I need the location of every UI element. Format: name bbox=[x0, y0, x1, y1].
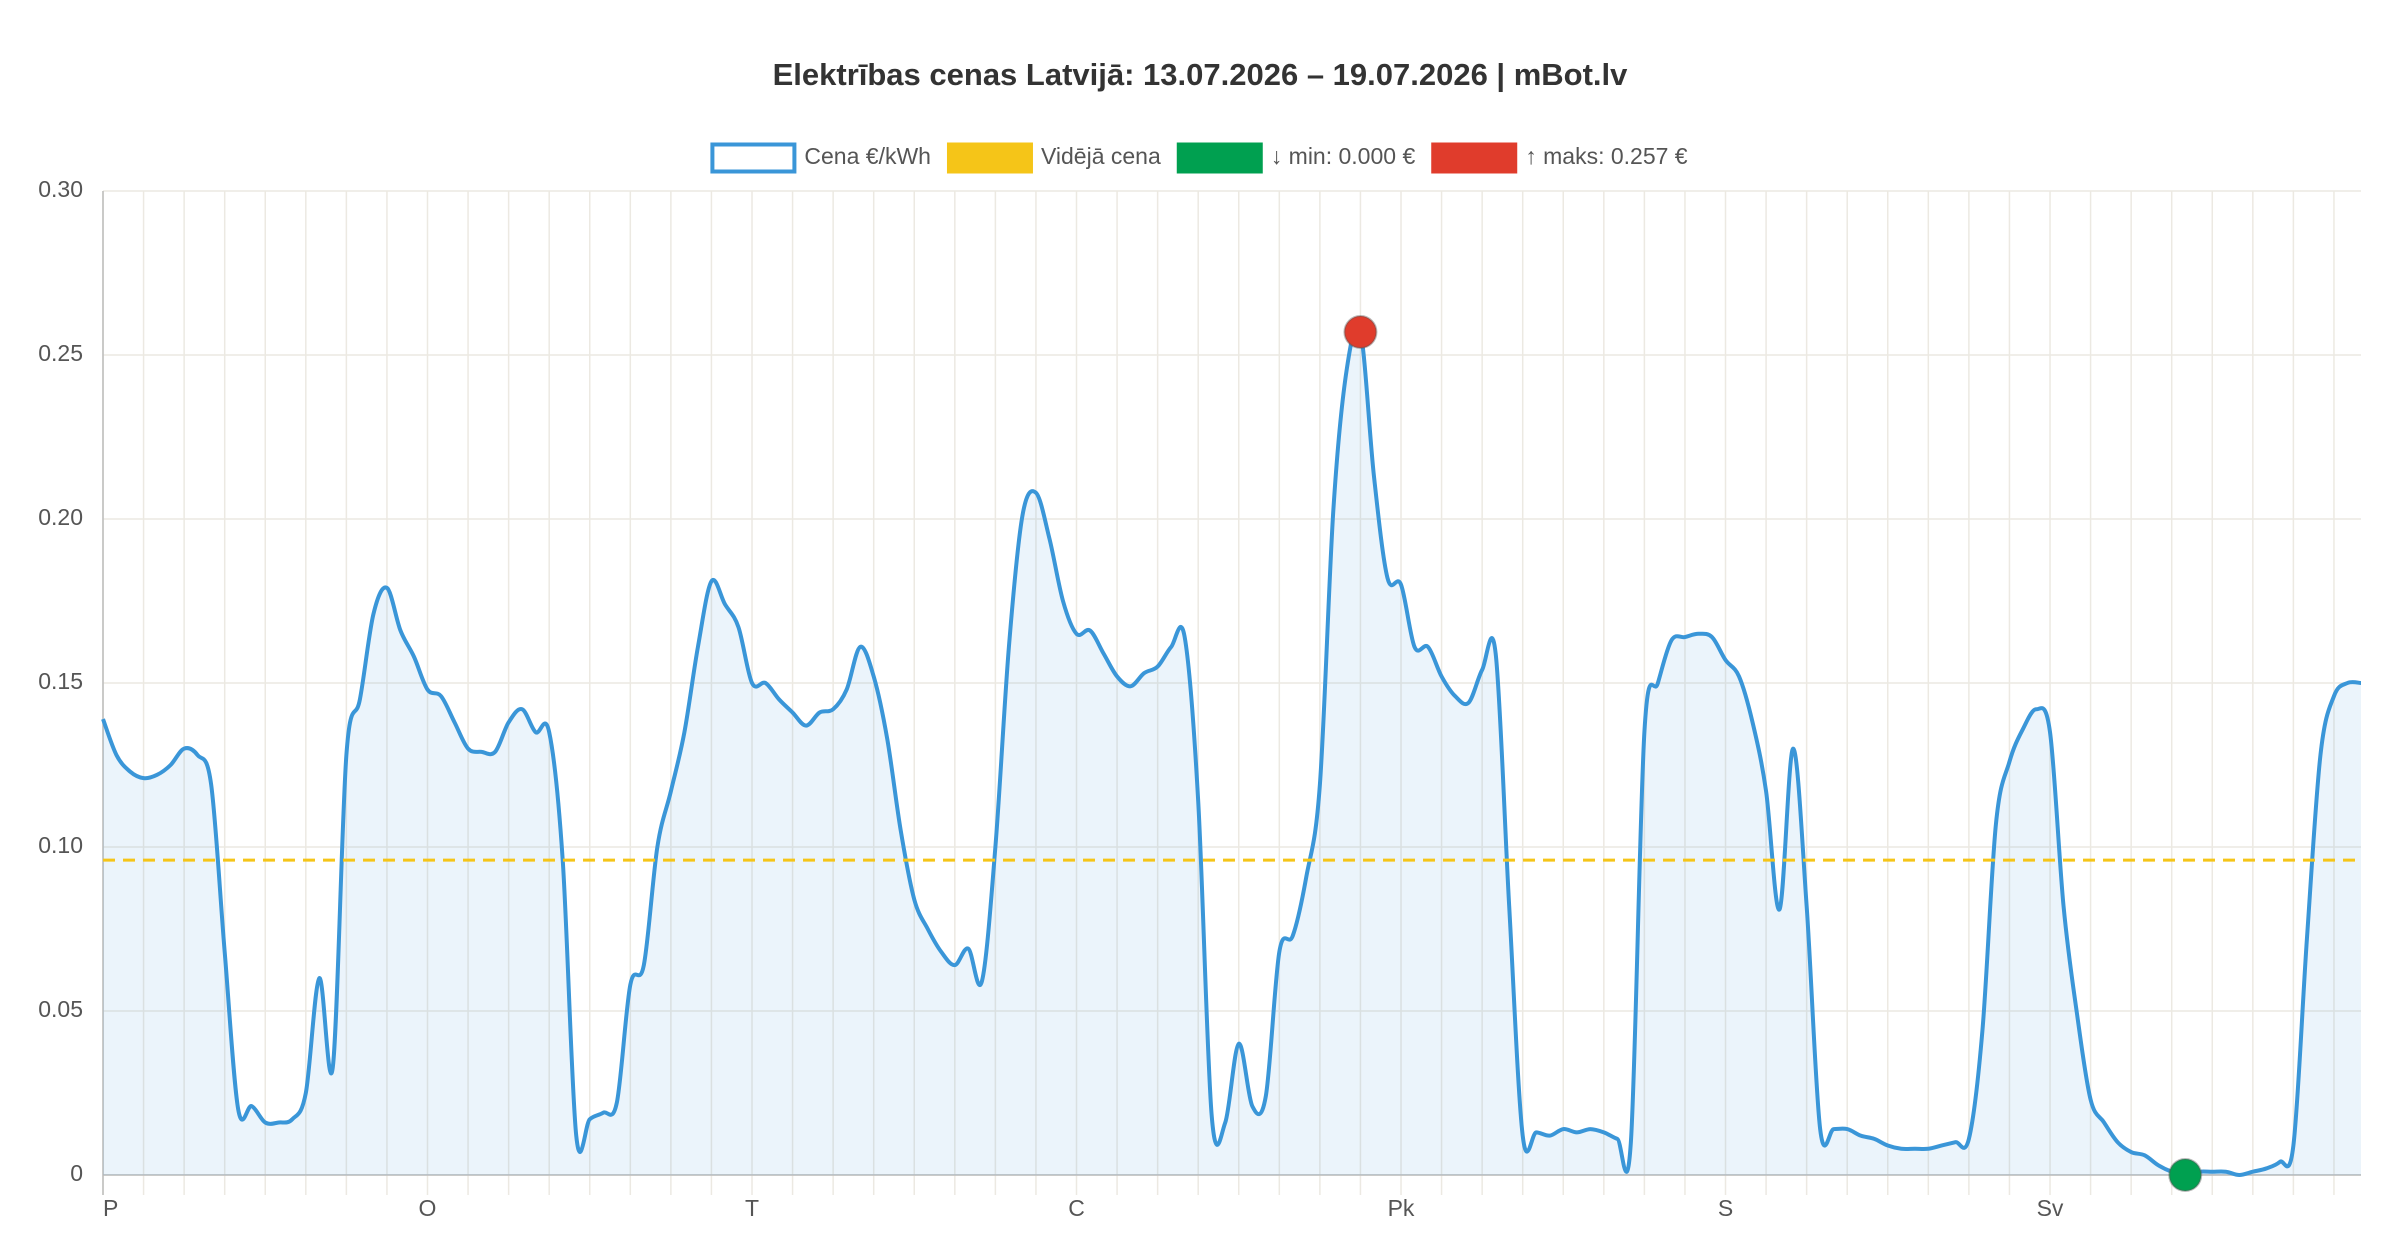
area bbox=[103, 325, 2361, 1176]
y-tick-label: 0.05 bbox=[38, 996, 83, 1022]
x-tick-label: T bbox=[745, 1195, 759, 1221]
legend-label: Cena €/kWh bbox=[804, 143, 931, 169]
min-point bbox=[2168, 1158, 2203, 1192]
x-tick-label: C bbox=[1068, 1195, 1085, 1221]
max-point bbox=[1343, 315, 1378, 350]
legend-swatch bbox=[710, 142, 797, 174]
x-tick-label: O bbox=[419, 1195, 437, 1221]
legend-label: Vidējā cena bbox=[1041, 143, 1161, 169]
y-tick-label: 0.20 bbox=[38, 504, 83, 530]
legend-label: ↑ maks: 0.257 € bbox=[1525, 143, 1688, 169]
x-tick-label: P bbox=[103, 1195, 118, 1221]
legend-swatch bbox=[946, 142, 1033, 174]
x-tick-label: Sv bbox=[2037, 1195, 2064, 1221]
y-tick-label: 0.30 bbox=[38, 176, 83, 202]
y-tick-label: 0.15 bbox=[38, 668, 83, 694]
chart-title: Elektrības cenas Latvijā: 13.07.2026 – 1… bbox=[773, 57, 1629, 92]
line bbox=[101, 323, 2362, 1178]
y-tick-label: 0 bbox=[70, 1160, 83, 1186]
legend-label: ↓ min: 0.000 € bbox=[1271, 143, 1416, 169]
legend-swatch bbox=[1431, 142, 1518, 174]
y-tick-label: 0.25 bbox=[38, 340, 83, 366]
x-tick-label: S bbox=[1718, 1195, 1733, 1221]
legend-swatch bbox=[1176, 142, 1263, 174]
y-tick-label: 0.10 bbox=[38, 832, 83, 858]
x-tick-label: Pk bbox=[1388, 1195, 1415, 1221]
